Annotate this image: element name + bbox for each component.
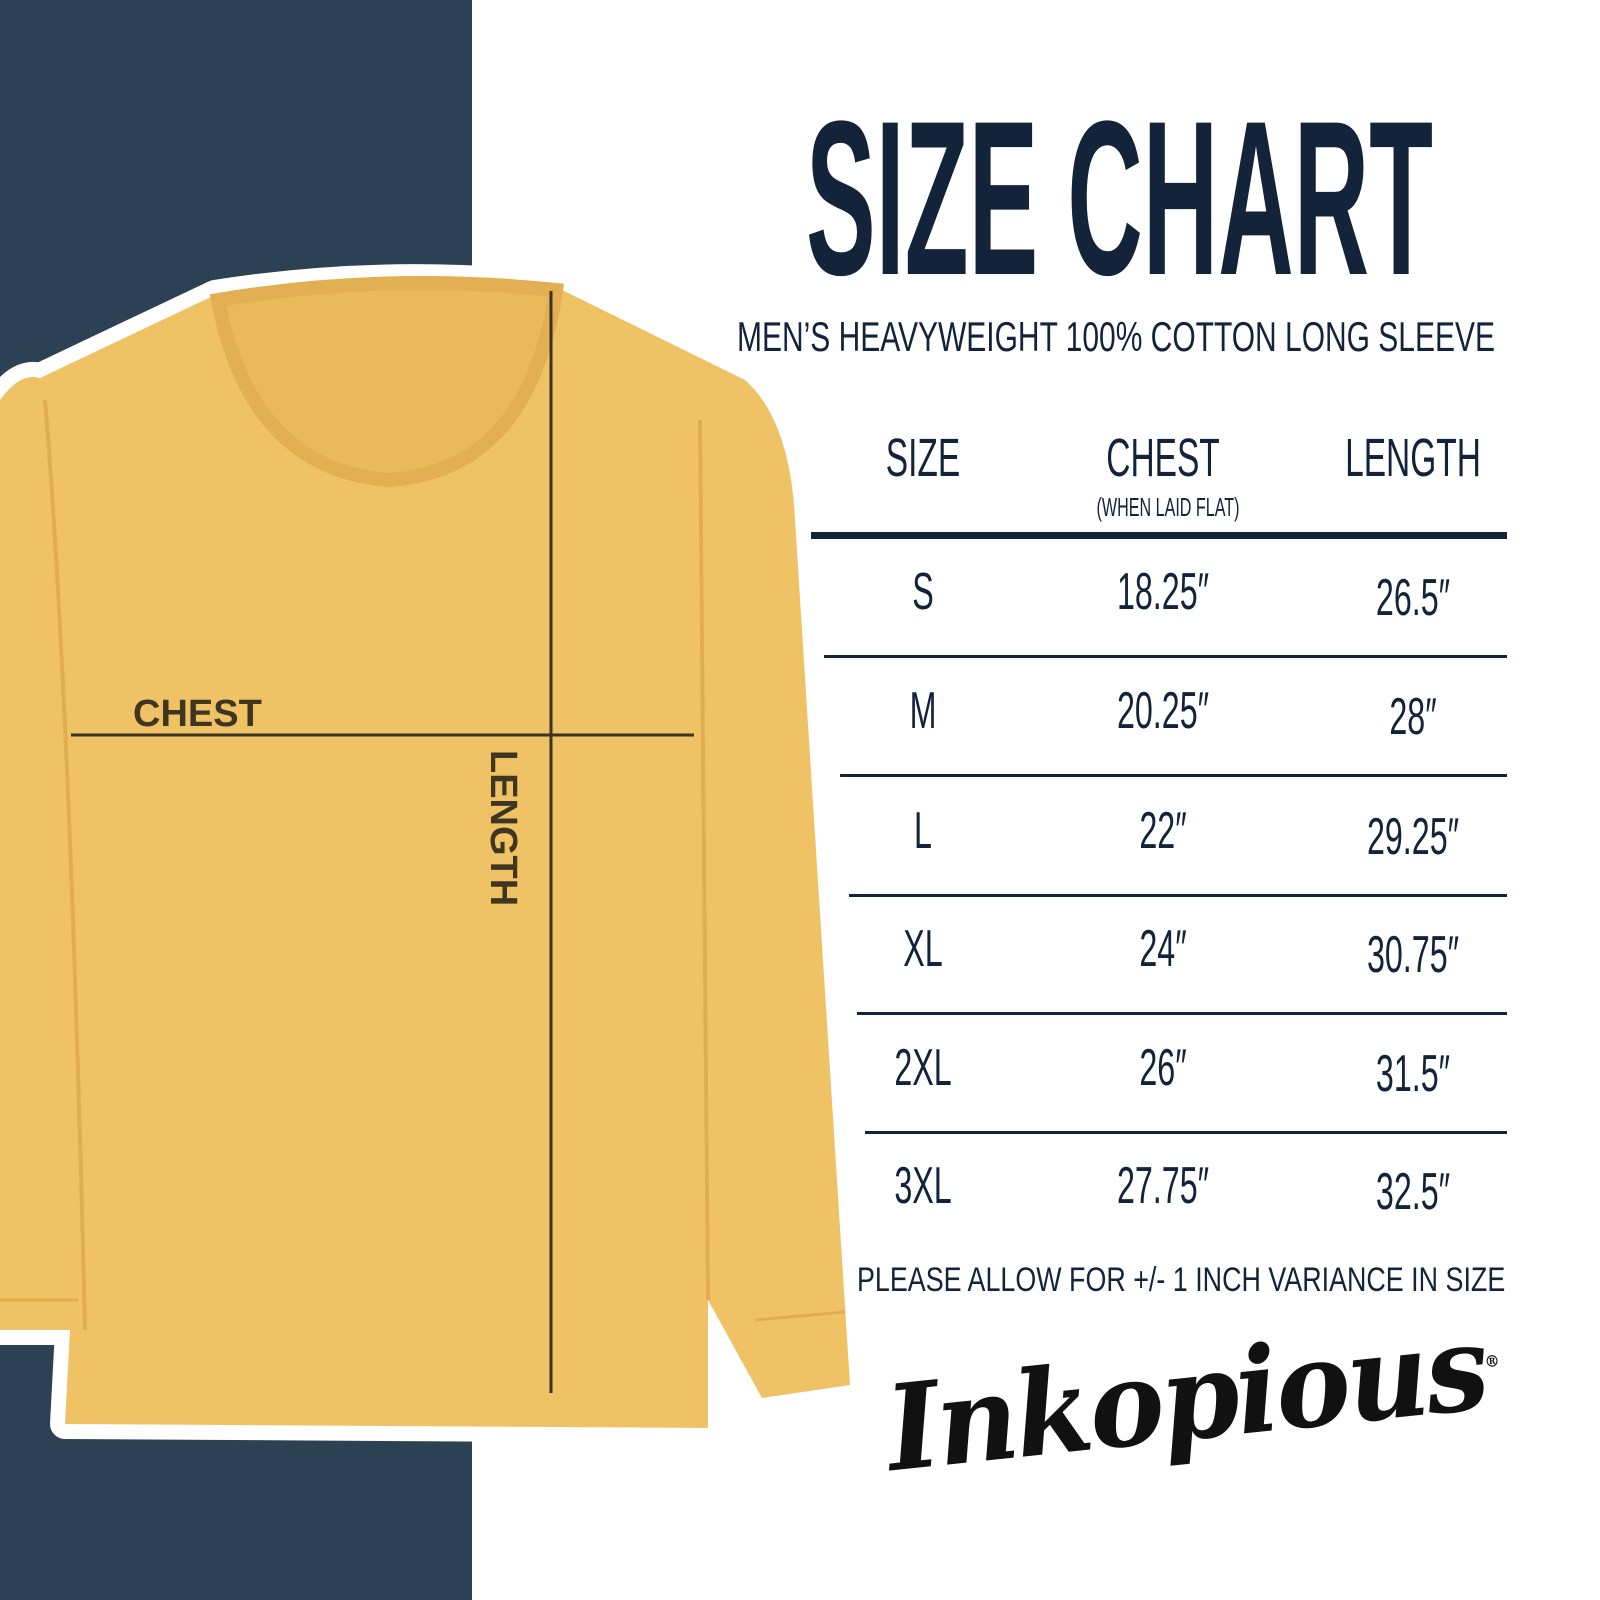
subtitle: MEN’S HEAVYWEIGHT 100% COTTON LONG SLEEV… bbox=[737, 313, 1495, 360]
column-header-size: SIZE bbox=[885, 428, 961, 488]
variance-note: PLEASE ALLOW FOR +/- 1 INCH VARIANCE IN … bbox=[857, 1261, 1506, 1299]
row-divider bbox=[824, 655, 1507, 658]
column-header-length: LENGTH bbox=[1345, 428, 1481, 488]
right-cuff bbox=[754, 1310, 846, 1322]
cell-size: L bbox=[914, 802, 932, 860]
cell-size: 2XL bbox=[894, 1039, 952, 1097]
cell-length: 28″ bbox=[1389, 688, 1437, 746]
row-divider bbox=[840, 774, 1507, 777]
shirt-body bbox=[0, 279, 850, 1429]
chest-label: CHEST bbox=[133, 693, 262, 735]
column-header-chest: CHEST bbox=[1106, 428, 1220, 488]
row-divider bbox=[865, 1131, 1507, 1134]
page-title: SIZE CHART bbox=[806, 75, 1433, 321]
cell-size: S bbox=[912, 563, 934, 621]
neckline bbox=[209, 275, 564, 488]
left-sleeve-seam bbox=[43, 399, 87, 1331]
cell-chest: 20.25″ bbox=[1116, 682, 1210, 740]
cell-chest: 24″ bbox=[1139, 920, 1187, 978]
right-sleeve-seam bbox=[698, 419, 710, 1301]
cell-size: M bbox=[909, 682, 937, 740]
cell-chest: 27.75″ bbox=[1116, 1157, 1210, 1215]
length-label: LENGTH bbox=[482, 750, 524, 907]
column-subheader-chest: (WHEN LAID FLAT) bbox=[1096, 492, 1240, 522]
brand-name: Inkopious bbox=[880, 1297, 1493, 1499]
cell-length: 26.5″ bbox=[1375, 569, 1451, 627]
registered-mark: ® bbox=[1483, 1350, 1501, 1372]
row-divider bbox=[857, 1012, 1507, 1015]
cell-chest: 22″ bbox=[1139, 802, 1187, 860]
cell-size: XL bbox=[903, 920, 943, 978]
cell-length: 32.5″ bbox=[1375, 1163, 1451, 1221]
cell-length: 30.75″ bbox=[1366, 926, 1460, 984]
cell-size: 3XL bbox=[894, 1157, 952, 1215]
cell-chest: 18.25″ bbox=[1116, 563, 1210, 621]
cell-chest: 26″ bbox=[1139, 1039, 1187, 1097]
header-divider bbox=[811, 532, 1507, 539]
row-divider bbox=[849, 894, 1507, 897]
cell-length: 31.5″ bbox=[1375, 1045, 1451, 1103]
cell-length: 29.25″ bbox=[1366, 808, 1460, 866]
long-sleeve-shirt-illustration bbox=[0, 275, 850, 1429]
brand-logo: Inkopious® bbox=[880, 1296, 1507, 1499]
